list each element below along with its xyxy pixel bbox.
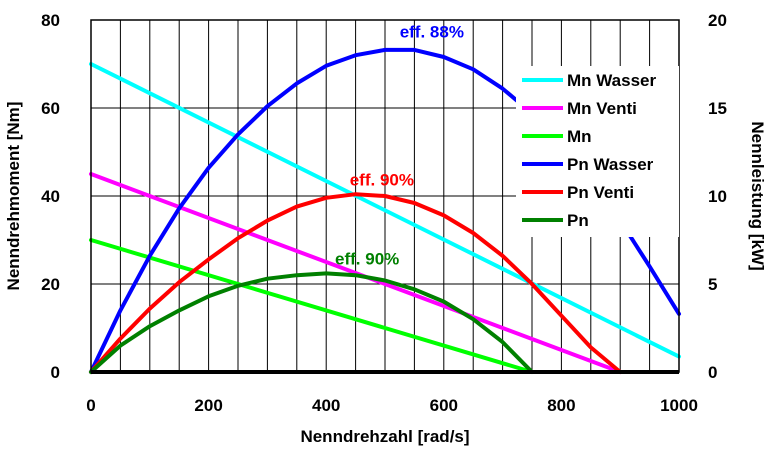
y2-axis-title: Nennleistung [kW] bbox=[748, 121, 767, 270]
x-tick-label: 1000 bbox=[660, 396, 698, 415]
y-tick-label: 0 bbox=[51, 363, 60, 382]
y-tick-label: 60 bbox=[41, 99, 60, 118]
efficiency-annotation: eff. 90% bbox=[350, 170, 414, 189]
x-tick-label: 600 bbox=[430, 396, 458, 415]
efficiency-annotation: eff. 88% bbox=[400, 23, 464, 42]
y-axis-title: Nenndrehmoment [Nm] bbox=[4, 102, 23, 291]
y2-tick-label: 20 bbox=[708, 11, 727, 30]
x-tick-label: 0 bbox=[86, 396, 95, 415]
series-line-mn-wasser bbox=[89, 62, 681, 359]
legend: Mn Wasser Mn Venti Mn Pn Wasser Pn Venti Pn bbox=[516, 66, 679, 237]
series-line-mn bbox=[89, 238, 534, 374]
legend-label: Pn Wasser bbox=[567, 155, 654, 174]
x-axis-title: Nenndrehzahl [rad/s] bbox=[300, 427, 469, 446]
y2-tick-label: 0 bbox=[708, 363, 717, 382]
legend-box bbox=[516, 66, 679, 237]
series-line-pn-venti bbox=[89, 192, 623, 374]
y-tick-label: 20 bbox=[41, 275, 60, 294]
y2-tick-label: 5 bbox=[708, 275, 717, 294]
series-line-pn bbox=[89, 271, 534, 374]
y2-tick-label: 15 bbox=[708, 99, 727, 118]
annotations: eff. 88% eff. 90% eff. 90% bbox=[335, 23, 464, 269]
x-tick-label: 200 bbox=[194, 396, 222, 415]
y2-tick-label: 10 bbox=[708, 187, 727, 206]
legend-label: Pn bbox=[567, 211, 589, 230]
efficiency-annotation: eff. 90% bbox=[335, 250, 399, 269]
legend-label: Mn bbox=[567, 127, 592, 146]
legend-label: Mn Wasser bbox=[567, 71, 657, 90]
y-tick-label: 40 bbox=[41, 187, 60, 206]
legend-label: Pn Venti bbox=[567, 183, 634, 202]
y-tick-label: 80 bbox=[41, 11, 60, 30]
x-tick-label: 400 bbox=[312, 396, 340, 415]
legend-label: Mn Venti bbox=[567, 99, 637, 118]
x-tick-label: 800 bbox=[547, 396, 575, 415]
